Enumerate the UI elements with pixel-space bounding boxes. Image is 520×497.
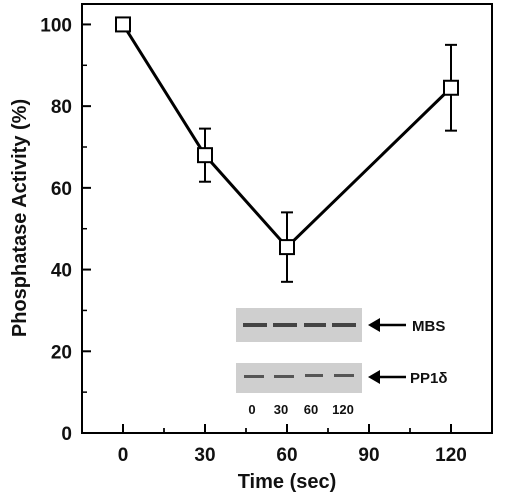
mbs-band-lane-1 — [243, 323, 267, 327]
x-tick-label-90: 90 — [358, 445, 379, 466]
pp1-label: PP1δ — [410, 370, 447, 387]
mbs-band-lane-4 — [332, 323, 356, 327]
x-axis-ticks: 0 30 60 90 120 — [118, 424, 467, 466]
western-blot-inset: MBS PP1δ 0 30 60 120 — [236, 308, 447, 417]
pp1-band-lane-4 — [334, 374, 354, 377]
pp1-band-lane-1 — [244, 375, 264, 378]
x-tick-label-30: 30 — [194, 445, 215, 466]
mbs-arrow-icon — [368, 318, 406, 332]
pp1-band-lane-3 — [305, 374, 323, 377]
y-tick-label-40: 40 — [51, 261, 72, 282]
y-tick-label-0: 0 — [61, 424, 72, 445]
lane-label-30: 30 — [274, 402, 288, 417]
pp1-band-lane-2 — [274, 375, 294, 378]
data-point-0 — [115, 16, 131, 33]
lane-label-60: 60 — [304, 402, 318, 417]
mbs-label: MBS — [412, 318, 445, 335]
y-tick-label-80: 80 — [51, 97, 72, 118]
y-tick-label-100: 100 — [40, 15, 72, 36]
x-tick-label-0: 0 — [118, 445, 129, 466]
y-tick-label-60: 60 — [51, 179, 72, 200]
x-tick-label-120: 120 — [435, 445, 467, 466]
y-tick-label-20: 20 — [51, 342, 72, 363]
mbs-band-lane-2 — [273, 323, 297, 327]
lane-label-120: 120 — [332, 402, 354, 417]
data-point-30 — [197, 147, 213, 164]
y-axis-ticks: 0 20 40 60 80 100 — [40, 15, 91, 445]
x-axis-label: Time (sec) — [238, 471, 337, 493]
lane-label-0: 0 — [248, 402, 255, 417]
pp1-arrow-icon — [368, 370, 406, 384]
series-line-0 — [121, 23, 453, 250]
data-point-60 — [279, 239, 295, 256]
y-axis-label: Phosphatase Activity (%) — [9, 99, 31, 337]
mbs-band-lane-3 — [304, 323, 326, 327]
x-tick-label-60: 60 — [276, 445, 297, 466]
data-series — [115, 16, 459, 283]
data-point-120 — [443, 79, 459, 96]
